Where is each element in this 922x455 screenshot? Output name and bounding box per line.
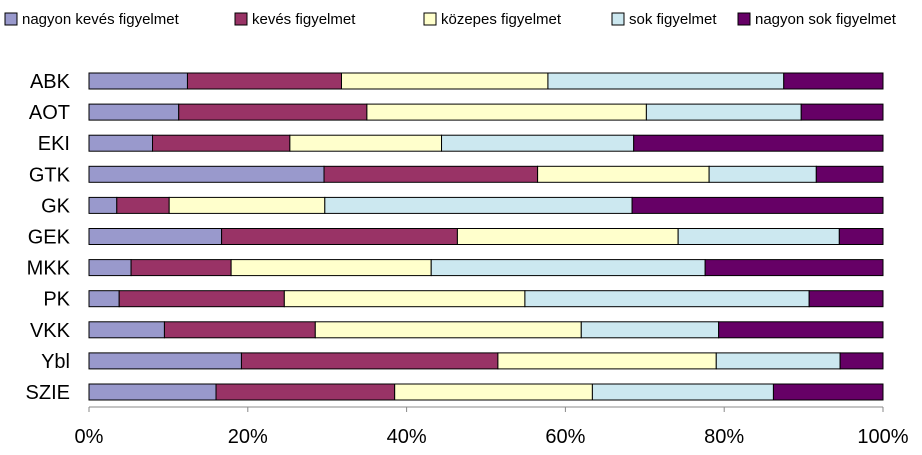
bar-segment bbox=[168, 196, 326, 214]
category-label: MKK bbox=[27, 258, 71, 280]
bar-segment bbox=[839, 352, 884, 370]
bar-segment bbox=[88, 103, 180, 121]
bar-segment bbox=[497, 352, 717, 370]
bar-segment bbox=[456, 228, 679, 245]
bar-segment bbox=[314, 321, 582, 339]
bar-segment bbox=[88, 134, 154, 152]
category-label: AOT bbox=[29, 102, 70, 124]
bar-segment bbox=[394, 383, 593, 401]
bar-segment bbox=[88, 165, 325, 183]
bar-segment bbox=[240, 352, 499, 370]
bar-segment bbox=[88, 72, 188, 90]
x-tick-label: 60% bbox=[545, 426, 585, 448]
bar-segment bbox=[88, 321, 165, 339]
bar-segment bbox=[88, 228, 223, 245]
category-label: EKI bbox=[38, 133, 70, 155]
category-label: Ybl bbox=[41, 351, 70, 373]
bar-segment bbox=[130, 259, 232, 277]
x-tick-label: 40% bbox=[387, 426, 427, 448]
bar-segment bbox=[815, 165, 884, 183]
category-label: SZIE bbox=[26, 382, 70, 404]
bar-segment bbox=[633, 134, 884, 152]
legend-swatch bbox=[611, 12, 625, 26]
bar-segment bbox=[645, 103, 802, 121]
bar-segment bbox=[772, 383, 884, 401]
category-label: PK bbox=[43, 289, 70, 311]
bar-segment bbox=[591, 383, 774, 401]
x-tick-label: 20% bbox=[228, 426, 268, 448]
legend: nagyon kevés figyelmet kevés figyelmet köz… bbox=[4, 11, 897, 28]
bar-segment bbox=[783, 72, 884, 90]
plot-area bbox=[88, 72, 884, 401]
bar-segment bbox=[631, 196, 884, 214]
bar-segment bbox=[800, 103, 884, 121]
bar-segment bbox=[152, 134, 291, 152]
x-tick-label: 100% bbox=[857, 426, 908, 448]
bar-segment bbox=[708, 165, 817, 183]
legend-label: kevés figyelmet bbox=[252, 11, 356, 28]
bar-segment bbox=[118, 290, 285, 308]
bar-segment bbox=[88, 352, 242, 370]
category-label: ABK bbox=[30, 71, 71, 93]
bar-segment bbox=[580, 321, 720, 339]
bar-segment bbox=[808, 290, 884, 308]
value-axis: 0% 20% 40% 60% 80% 100% bbox=[75, 406, 909, 448]
bar-segment bbox=[88, 196, 118, 214]
legend-label: sok figyelmet bbox=[629, 11, 717, 28]
bar-segment bbox=[430, 259, 706, 277]
bar-segment bbox=[215, 383, 396, 401]
bar-segment bbox=[289, 134, 443, 152]
bar-segment bbox=[704, 259, 884, 277]
bar-segment bbox=[221, 228, 458, 245]
bar-segment bbox=[340, 72, 549, 90]
legend-swatch bbox=[737, 12, 751, 26]
bar-segment bbox=[441, 134, 635, 152]
legend-swatch bbox=[423, 12, 437, 26]
legend-swatch bbox=[234, 12, 248, 26]
bar-segment bbox=[366, 103, 647, 121]
category-label: GK bbox=[41, 195, 71, 217]
bar-segment bbox=[547, 72, 785, 90]
x-tick-label: 80% bbox=[704, 426, 744, 448]
category-axis: ABK AOT EKI GTK GK GEK MKK PK VKK Ybl SZIE bbox=[26, 71, 71, 404]
legend-label: közepes figyelmet bbox=[441, 11, 562, 28]
category-label: VKK bbox=[30, 320, 71, 342]
bar-segment bbox=[178, 103, 368, 121]
bar-segment bbox=[718, 321, 884, 339]
bar-segment bbox=[230, 259, 432, 277]
bar-segment bbox=[524, 290, 810, 308]
legend-label: nagyon sok figyelmet bbox=[755, 11, 897, 28]
legend-swatch bbox=[4, 12, 18, 26]
bar-segment bbox=[283, 290, 526, 308]
bar-segment bbox=[838, 228, 884, 245]
bar-segment bbox=[88, 259, 132, 277]
bar-segment bbox=[163, 321, 316, 339]
bar-segment bbox=[186, 72, 342, 90]
bar-segment bbox=[537, 165, 710, 183]
bar-segment bbox=[116, 196, 170, 214]
bar-segment bbox=[324, 196, 633, 214]
category-label: GEK bbox=[28, 227, 71, 249]
category-label: GTK bbox=[29, 164, 71, 186]
legend-label: nagyon kevés figyelmet bbox=[22, 11, 180, 28]
bar-segment bbox=[88, 383, 217, 401]
x-tick-label: 0% bbox=[75, 426, 104, 448]
bar-segment bbox=[323, 165, 539, 183]
bar-segment bbox=[88, 290, 120, 308]
bar-segment bbox=[715, 352, 841, 370]
bar-segment bbox=[677, 228, 840, 245]
